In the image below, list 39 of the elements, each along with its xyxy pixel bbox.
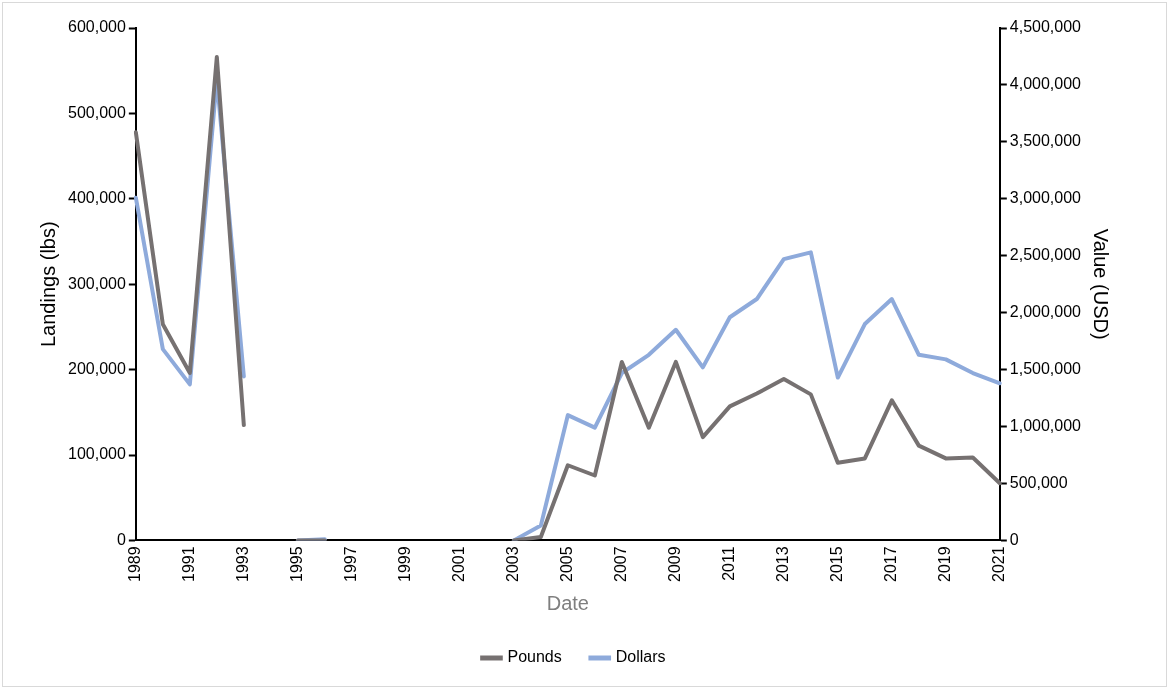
x-tick-label: 2013 [774, 546, 792, 582]
x-tick-label: 2011 [720, 546, 738, 581]
y2-tick-label: 4,000,000 [1009, 75, 1082, 93]
x-tick-label: 1997 [342, 546, 360, 582]
legend-label: Pounds [507, 648, 562, 666]
y2-tick-label: 1,000,000 [1009, 416, 1082, 434]
x-axis-title: Date [546, 591, 589, 614]
y-axis-title: Landings (lbs) [36, 221, 59, 348]
x-tick-label: 2007 [612, 546, 630, 582]
y-tick-label: 400,000 [67, 189, 126, 207]
x-tick-label: 1991 [180, 546, 198, 582]
x-tick-label: 2009 [666, 546, 684, 582]
x-tick-label: 2019 [936, 546, 954, 582]
x-tick-label: 1995 [288, 546, 306, 582]
y2-tick-label: 4,500,000 [1009, 18, 1082, 36]
y2-tick-label: 1,500,000 [1009, 360, 1082, 378]
x-tick-label: 2021 [990, 546, 1008, 582]
x-tick-label: 1989 [126, 546, 144, 582]
y-tick-label: 0 [116, 530, 126, 548]
y-tick-label: 600,000 [67, 18, 126, 36]
y-tick-label: 500,000 [67, 103, 126, 121]
x-tick-label: 1999 [396, 546, 414, 582]
x-tick-label: 2017 [882, 546, 900, 582]
y2-tick-label: 2,500,000 [1009, 246, 1082, 264]
legend-label: Dollars [615, 648, 666, 666]
y-tick-label: 200,000 [67, 360, 126, 378]
y-tick-label: 100,000 [67, 445, 126, 463]
y2-axis-title: Value (USD) [1090, 228, 1113, 340]
y2-tick-label: 500,000 [1009, 473, 1068, 491]
y2-tick-label: 3,000,000 [1009, 189, 1082, 207]
x-tick-label: 2005 [558, 546, 576, 582]
x-tick-label: 2001 [450, 546, 468, 582]
x-tick-label: 1993 [234, 546, 252, 582]
x-tick-label: 2015 [828, 546, 846, 582]
x-tick-label: 2003 [504, 546, 522, 582]
y2-tick-label: 0 [1009, 530, 1019, 548]
y2-tick-label: 2,000,000 [1009, 303, 1082, 321]
y-tick-label: 300,000 [67, 274, 126, 292]
y2-tick-label: 3,500,000 [1009, 132, 1082, 150]
